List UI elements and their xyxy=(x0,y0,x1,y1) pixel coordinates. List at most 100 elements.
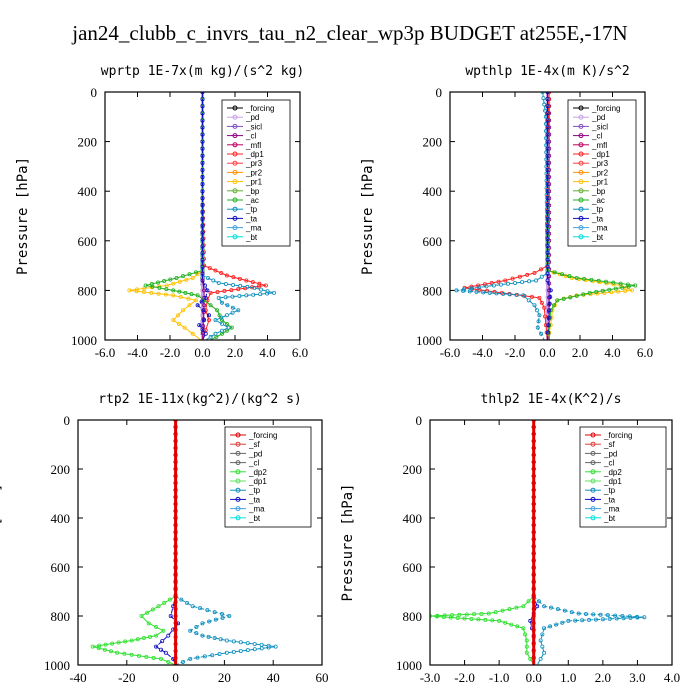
legend-marker xyxy=(232,114,238,120)
legend-marker xyxy=(232,188,238,194)
series-marker-dp2 xyxy=(147,634,152,639)
series-marker-tp xyxy=(194,631,199,636)
series-marker-forcing xyxy=(531,523,536,528)
series-marker-tp xyxy=(258,287,263,292)
series-marker-tp xyxy=(245,648,250,653)
series-marker-ta xyxy=(200,271,205,276)
series-marker-ta xyxy=(200,153,205,158)
series-marker-tp xyxy=(252,285,257,290)
series-marker-tp xyxy=(245,641,250,646)
series-marker-forcing xyxy=(531,473,536,478)
legend-marker xyxy=(232,225,238,231)
legend-marker xyxy=(235,450,241,456)
series-marker-tp xyxy=(454,288,459,293)
series-marker-forcing xyxy=(173,480,178,485)
x-tick-label: 4.0 xyxy=(259,345,275,360)
series-marker-dp2 xyxy=(150,607,155,612)
series-marker-tp xyxy=(539,274,544,279)
y-tick-label: 0 xyxy=(91,85,98,100)
series-marker-forcing xyxy=(173,459,178,464)
panel-1: wprtp 1E-7x(m kg)/(s^2 kg) Pressure [hPa]… xyxy=(15,64,308,360)
series-marker-ac xyxy=(224,328,229,333)
legend-marker xyxy=(235,432,241,438)
series-marker-tp xyxy=(218,637,223,642)
series-marker-dp2 xyxy=(102,647,107,652)
series-marker-ta xyxy=(200,230,205,235)
legend-entry: _ta xyxy=(248,495,261,504)
series-marker-dp1 xyxy=(237,276,242,281)
legend-marker xyxy=(232,169,238,175)
series-marker-dp1 xyxy=(215,289,220,294)
series-marker-ta xyxy=(206,313,211,318)
x-tick-label: 60 xyxy=(316,670,329,685)
series-marker-forcing xyxy=(531,459,536,464)
series-marker-tp xyxy=(507,292,512,297)
y-tick-label: 0 xyxy=(64,413,71,428)
legend-entry: _pr1 xyxy=(591,178,609,187)
series-marker-tp xyxy=(491,283,496,288)
series-marker-ta xyxy=(200,111,205,116)
series-marker-tp xyxy=(230,294,235,299)
y-tick-label: 400 xyxy=(78,184,98,199)
series-marker-ac xyxy=(620,285,625,290)
series-marker-forcing xyxy=(173,523,178,528)
series-marker-forcing xyxy=(531,635,536,640)
series-marker-tp xyxy=(580,618,585,623)
series-marker-dp2 xyxy=(526,599,531,604)
series-marker-tp xyxy=(180,659,185,664)
legend-marker xyxy=(578,105,584,111)
legend-entry: _cl xyxy=(603,459,614,468)
legend-entry: _forcing xyxy=(248,431,277,440)
series-marker-ac xyxy=(208,303,213,308)
series-marker-tp xyxy=(538,656,543,661)
series-marker-ta xyxy=(545,244,550,249)
series-marker-forcing xyxy=(531,558,536,563)
series-marker-dp2 xyxy=(136,653,141,658)
legend-marker xyxy=(232,179,238,185)
series-marker-forcing xyxy=(531,642,536,647)
series-marker-tp xyxy=(238,283,243,288)
series-marker-forcing xyxy=(173,420,178,422)
series-marker-ta xyxy=(201,308,206,313)
series-marker-forcing xyxy=(531,445,536,450)
series-marker-ta xyxy=(545,237,550,242)
y-tick-label: 800 xyxy=(403,609,423,624)
series-marker-tp xyxy=(226,325,231,330)
legend-entry: _bt xyxy=(591,233,604,242)
series-marker-dp2 xyxy=(469,616,474,621)
series-marker-ac xyxy=(589,277,594,282)
series-marker-forcing xyxy=(173,537,178,542)
series-marker-forcing xyxy=(531,424,536,429)
series-marker-cl xyxy=(202,303,207,308)
series-marker-ac xyxy=(618,281,623,286)
y-tick-label: 1000 xyxy=(71,333,97,348)
series-marker-tp xyxy=(560,620,565,625)
series-marker-tp xyxy=(245,284,250,289)
legend-entry: _mfl xyxy=(245,141,261,150)
series-marker-tp xyxy=(212,636,217,641)
y-axis-label: Pressure [hPa] xyxy=(0,483,4,601)
x-tick-label: -20 xyxy=(118,670,135,685)
series-marker-tp xyxy=(213,318,218,323)
series-marker-dp1 xyxy=(244,278,249,283)
series-marker-tp xyxy=(213,617,218,622)
x-tick-label: -4.0 xyxy=(472,345,493,360)
x-tick-label: 1.0 xyxy=(560,670,576,685)
series-marker-forcing xyxy=(531,431,536,436)
series-marker-dp2 xyxy=(162,600,167,605)
series-marker-tp xyxy=(526,298,531,303)
series-marker-tp xyxy=(184,600,189,605)
series-marker-ta xyxy=(545,167,550,172)
series-line-ta xyxy=(547,92,552,340)
series-marker-ta xyxy=(200,257,205,262)
series-marker-tp xyxy=(539,331,544,336)
series-marker-pr1 xyxy=(176,321,181,326)
series-marker-dp1 xyxy=(236,287,241,292)
x-tick-label: 2.0 xyxy=(227,345,243,360)
x-tick-label: -2.0 xyxy=(505,345,526,360)
series-marker-ac xyxy=(219,318,224,323)
series-marker-tp xyxy=(562,608,567,613)
series-marker-tp xyxy=(219,612,224,617)
series-marker-ta xyxy=(545,264,550,269)
series-marker-tp xyxy=(583,611,588,616)
